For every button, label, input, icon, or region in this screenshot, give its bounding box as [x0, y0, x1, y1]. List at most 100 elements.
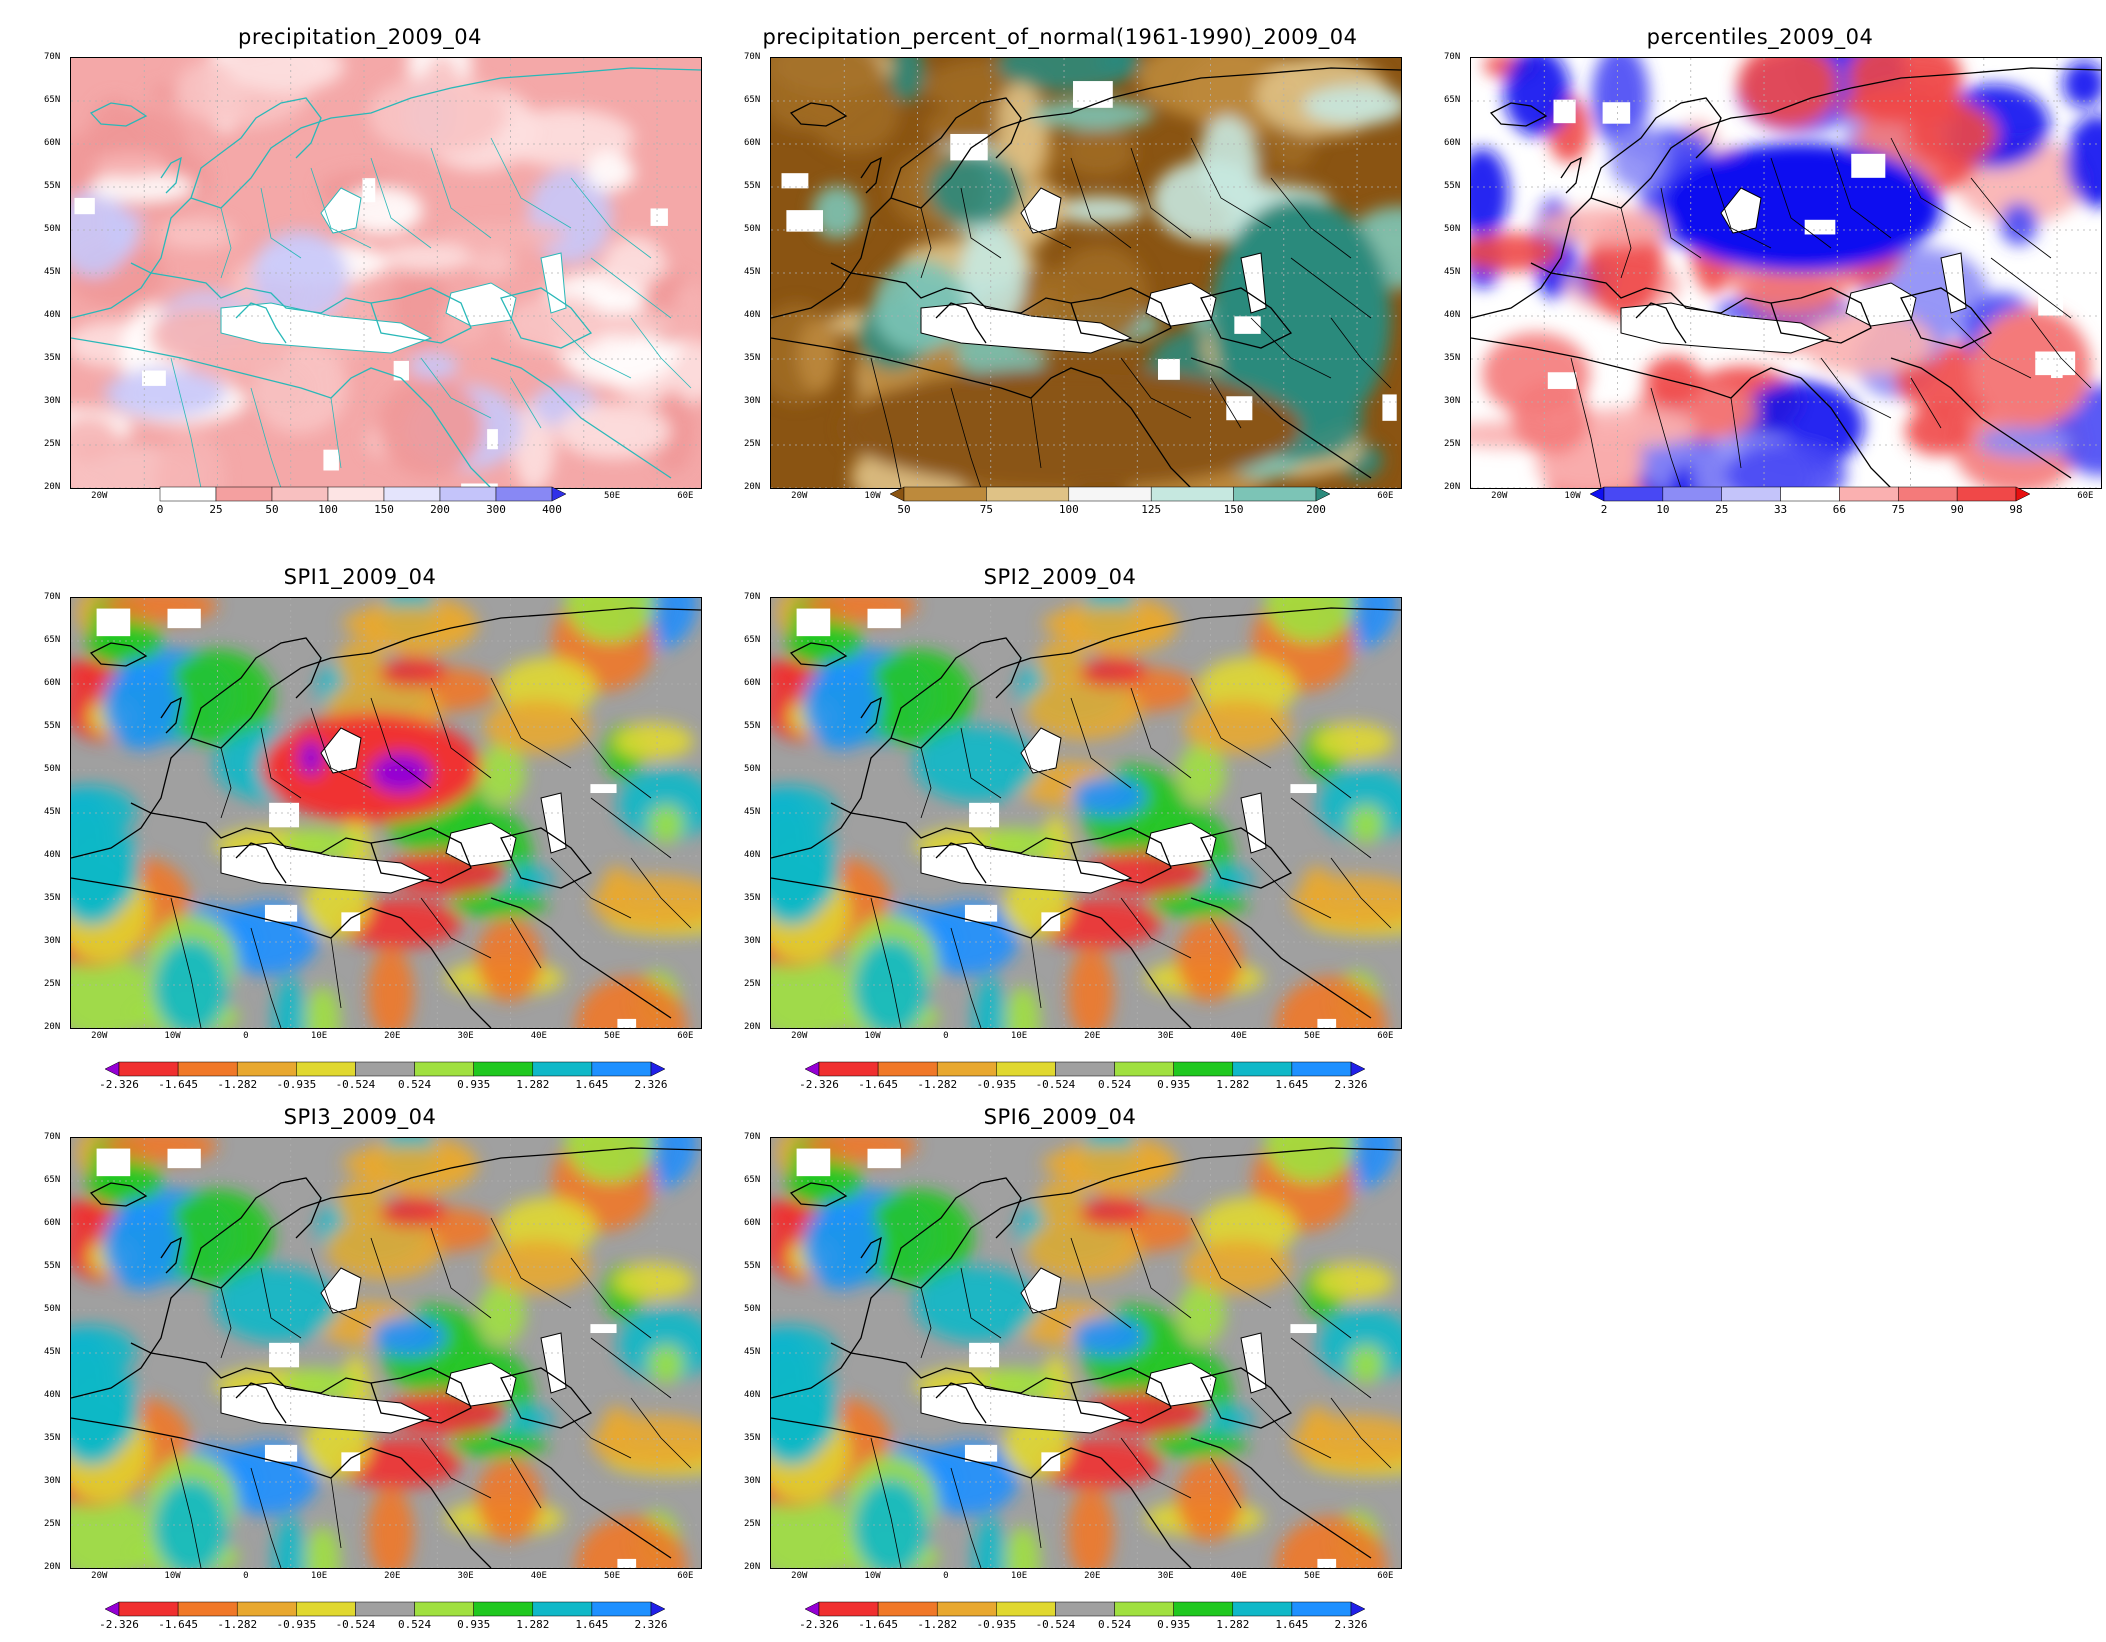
colorbar-swatch	[236, 1061, 297, 1077]
colorbar-swatch	[473, 1061, 534, 1077]
country-borders	[870, 1217, 1392, 1568]
map-canvas	[1471, 58, 2101, 488]
colorbar-swatch	[383, 486, 441, 502]
longitude-label: 50E	[603, 491, 621, 501]
latitude-label: 20N	[1444, 482, 1461, 492]
colorbar-swatch	[889, 486, 905, 502]
latitude-label: 60N	[44, 678, 61, 688]
longitude-label: 40E	[530, 1031, 547, 1041]
map-area	[770, 1137, 1402, 1569]
colorbar: 0 25 50 100 150 200 300 400	[157, 486, 580, 527]
colorbar-tick-label: 0.935	[457, 1078, 491, 1091]
colorbar-swatch	[296, 1061, 356, 1077]
colorbar-swatch	[104, 1601, 120, 1617]
latitude-label: 30N	[44, 396, 61, 406]
latitude-label: 45N	[44, 807, 61, 817]
latitude-label: 30N	[744, 396, 761, 406]
country-borders	[170, 677, 692, 1028]
colorbar: 50 75 100 125 150 200	[889, 486, 1331, 527]
colorbar-swatch	[495, 486, 553, 502]
latitude-label: 65N	[744, 1175, 761, 1185]
longitude-label: 10W	[864, 1031, 881, 1041]
longitude-label: 50E	[603, 1571, 621, 1581]
colorbar-swatch	[414, 1061, 474, 1077]
colorbar-swatch	[903, 486, 987, 502]
latitude-label: 40N	[744, 850, 761, 860]
field-shading	[71, 1138, 701, 1568]
latitude-label: 55N	[744, 1261, 761, 1271]
colorbar-tick-label: 300	[486, 503, 506, 516]
latitude-label: 30N	[1444, 396, 1461, 406]
latitude-label: 70N	[744, 592, 761, 602]
colorbar-swatch	[1232, 1601, 1293, 1617]
colorbar-swatch	[355, 1061, 415, 1077]
missing-data-mask	[781, 81, 1397, 421]
country-borders	[870, 137, 1392, 488]
longitude-label: 50E	[1303, 1571, 1321, 1581]
colorbar-swatch	[104, 1061, 120, 1077]
colorbar-swatch	[650, 1601, 666, 1617]
map-area	[770, 57, 1402, 489]
longitude-label: 10W	[1564, 491, 1581, 501]
map-canvas	[71, 58, 701, 488]
map-panel-spi6: SPI6_2009_04 70N 65N 60N 55N 50N 45N 40N 35N 30N 2…	[720, 1105, 1402, 1631]
latitude-label: 35N	[1444, 353, 1461, 363]
colorbar-tick-label: 150	[1223, 503, 1244, 516]
missing-data-mask	[74, 178, 668, 488]
map-area	[70, 57, 702, 489]
longitude-label: 10E	[1010, 1031, 1028, 1041]
map-canvas	[71, 598, 701, 1028]
latitude-label: 25N	[744, 1519, 761, 1529]
sea-areas	[220, 1267, 567, 1434]
colorbar-swatch	[1068, 486, 1152, 502]
longitude-label: 20W	[91, 491, 108, 501]
colorbar-tick-label: -1.282	[917, 1078, 958, 1091]
colorbar-swatch	[877, 1601, 938, 1617]
colorbar-tick-label: 75	[1891, 503, 1905, 516]
colorbar-tick-label: 400	[542, 503, 562, 516]
panel-title: percentiles_2009_04	[1646, 25, 1874, 49]
longitude-label: 20E	[384, 1571, 401, 1581]
latitude-label: 40N	[44, 1390, 61, 1400]
map-canvas	[771, 58, 1401, 488]
colorbar-swatch	[2015, 486, 2031, 502]
colorbar-tick-label: 0.524	[1097, 1078, 1132, 1091]
latitude-label: 55N	[744, 181, 761, 191]
colorbar-tick-label: -1.645	[158, 1078, 198, 1091]
latitude-label: 65N	[44, 635, 61, 645]
colorbar-swatch	[177, 1061, 238, 1077]
latitude-label: 45N	[1444, 267, 1461, 277]
colorbar: 2 10 25 33 66 75 90 98	[1589, 486, 2031, 527]
latitude-label: 45N	[44, 267, 61, 277]
longitude-label: 10W	[164, 1571, 181, 1581]
latitude-label: 30N	[44, 1476, 61, 1486]
longitude-label: 60E	[1377, 491, 1394, 501]
colorbar: -2.326 -1.645 -1.282 -0.935 -0.524 0.524 0.935…	[99, 1061, 668, 1102]
latitude-label: 20N	[44, 482, 61, 492]
latitude-label: 50N	[744, 764, 761, 774]
latitude-label: 45N	[744, 807, 761, 817]
missing-data-mask	[96, 608, 637, 1028]
latitude-label: 70N	[44, 1132, 61, 1142]
colorbar-swatch	[296, 1601, 356, 1617]
map-panel-percent-of-normal: precipitation_percent_of_normal(1961-199…	[720, 25, 1402, 545]
colorbar-swatch	[1956, 486, 2017, 502]
coastlines	[1471, 67, 2101, 488]
panel-title: precipitation_2009_04	[238, 25, 482, 49]
colorbar-swatch	[1173, 1061, 1234, 1077]
longitude-label: 10E	[310, 1571, 328, 1581]
latitude-label: 70N	[1444, 52, 1461, 62]
longitude-label: 10W	[864, 491, 881, 501]
longitude-label: 60E	[1377, 1031, 1394, 1041]
colorbar: -2.326 -1.645 -1.282 -0.935 -0.524 0.524 0.935…	[799, 1061, 1368, 1102]
latitude-label: 40N	[44, 310, 61, 320]
latitude-label: 55N	[44, 1261, 61, 1271]
latitude-label: 30N	[744, 936, 761, 946]
colorbar-tick-label: 10	[1656, 503, 1670, 516]
latitude-label: 20N	[744, 1562, 761, 1572]
colorbar-tick-label: -0.935	[276, 1078, 317, 1091]
latitude-label: 70N	[44, 592, 61, 602]
map-area	[70, 1137, 702, 1569]
colorbar-tick-label: -2.326	[799, 1078, 839, 1091]
latitude-label: 45N	[744, 1347, 761, 1357]
